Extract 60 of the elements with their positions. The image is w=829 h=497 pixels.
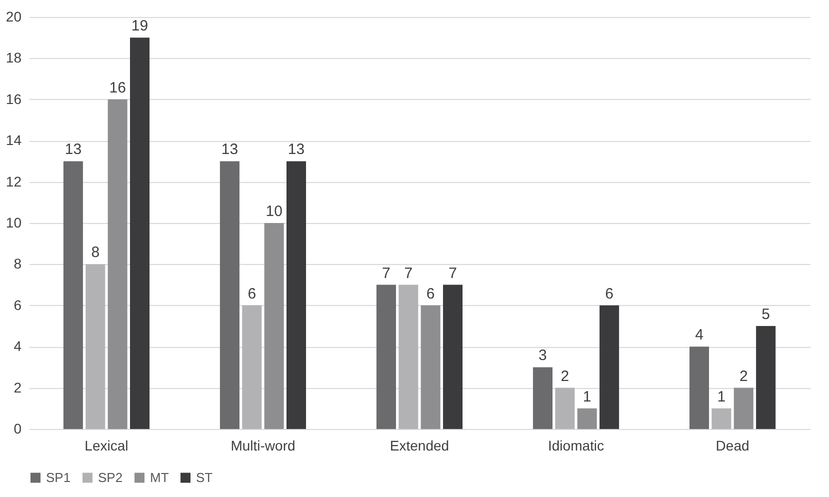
data-label: 2 xyxy=(739,368,748,385)
x-tick-label: Lexical xyxy=(84,438,128,454)
data-label: 10 xyxy=(266,203,282,220)
y-tick-label: 10 xyxy=(6,214,22,230)
data-label: 16 xyxy=(109,79,126,96)
bar xyxy=(555,388,575,429)
x-tick-label: Multi-word xyxy=(230,438,296,454)
bar xyxy=(86,264,106,429)
bar xyxy=(532,367,552,429)
x-tick-label: Extended xyxy=(390,438,450,454)
y-tick-label: 4 xyxy=(14,338,22,354)
bar xyxy=(398,284,418,429)
data-label: 7 xyxy=(448,264,457,282)
legend-label: SP1 xyxy=(46,470,71,485)
y-tick-label: 20 xyxy=(6,8,22,24)
data-label: 2 xyxy=(560,368,570,385)
bar xyxy=(63,161,83,429)
data-label: 8 xyxy=(91,244,100,262)
bar xyxy=(734,388,754,429)
y-tick-label: 16 xyxy=(6,90,22,107)
y-tick-label: 2 xyxy=(14,379,22,396)
bar xyxy=(712,408,732,429)
legend-label: SP2 xyxy=(98,470,123,485)
data-label: 6 xyxy=(248,285,256,302)
bar xyxy=(376,284,396,429)
data-label: 1 xyxy=(717,388,726,406)
data-label: 3 xyxy=(538,347,547,364)
bar xyxy=(689,346,710,429)
bar xyxy=(577,408,597,429)
data-label: 6 xyxy=(605,285,614,302)
data-label: 5 xyxy=(762,306,770,323)
data-label: 13 xyxy=(64,141,82,158)
bar xyxy=(443,284,463,429)
data-label: 4 xyxy=(695,326,704,344)
x-tick-label: Dead xyxy=(716,438,750,454)
bar xyxy=(600,305,620,429)
bar xyxy=(242,305,262,429)
bar xyxy=(220,161,240,429)
bar xyxy=(130,38,150,429)
data-label: 13 xyxy=(221,141,238,158)
bar xyxy=(264,223,284,429)
bar xyxy=(286,161,306,429)
data-label: 13 xyxy=(288,141,305,158)
data-label: 7 xyxy=(382,264,390,282)
data-label: 19 xyxy=(131,18,148,35)
x-tick-label: Idiomatic xyxy=(548,438,604,454)
y-tick-label: 14 xyxy=(6,132,22,148)
data-label: 6 xyxy=(426,285,435,302)
legend-label: ST xyxy=(196,470,213,485)
bar xyxy=(756,326,776,429)
legend-label: MT xyxy=(150,470,169,485)
data-label: 1 xyxy=(582,388,592,406)
data-label: 7 xyxy=(404,264,413,282)
bar xyxy=(420,305,440,429)
y-tick-label: 6 xyxy=(14,296,22,313)
y-tick-label: 12 xyxy=(6,173,22,190)
y-tick-label: 8 xyxy=(14,256,22,272)
y-tick-label: 18 xyxy=(6,50,22,66)
bar xyxy=(108,99,128,429)
y-tick-label: 0 xyxy=(14,420,22,436)
